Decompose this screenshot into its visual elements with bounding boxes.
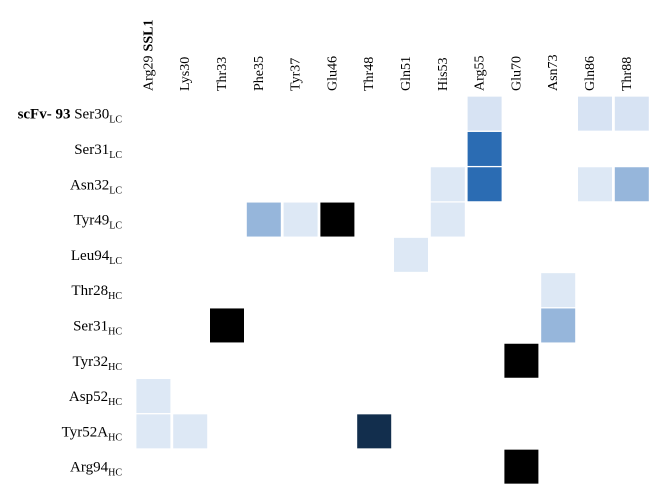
- heatmap-cell: [210, 308, 244, 343]
- heatmap-cell: [578, 167, 612, 202]
- column-label: Arg55: [473, 55, 488, 91]
- row-labels: scFv- 93 Ser30LC Ser31LC Asn32LC Tyr49LC Leu…: [18, 107, 123, 479]
- heatmap-cell: [541, 273, 576, 308]
- column-label: Gln51: [399, 56, 414, 91]
- column-label: Thr88: [620, 57, 635, 91]
- heatmap-cell: [578, 96, 612, 131]
- heatmap-cell: [357, 414, 392, 449]
- heatmap-cell: [320, 202, 355, 237]
- column-label: Glu46: [325, 56, 340, 91]
- column-label: Thr33: [215, 57, 230, 91]
- row-label: Leu94LC: [71, 248, 122, 267]
- column-label: Tyr37: [289, 58, 304, 91]
- column-label: Gln86: [583, 56, 598, 91]
- heatmap-cell: [430, 167, 465, 202]
- column-label: Thr48: [362, 57, 377, 91]
- column-label: His53: [436, 58, 451, 91]
- heatmap-cell: [541, 308, 576, 343]
- heatmap-cell: [467, 167, 502, 202]
- heatmap-cell: [136, 414, 171, 449]
- heatmap-cell: [467, 96, 502, 131]
- row-label: Tyr52AHC: [62, 424, 123, 443]
- heatmap-cell: [173, 414, 208, 449]
- column-label: Lys30: [178, 57, 193, 91]
- heatmap-cell: [283, 202, 318, 237]
- heatmap-cell: [504, 343, 539, 378]
- row-label: Arg94HC: [70, 460, 122, 479]
- heatmap-cell: [504, 449, 539, 484]
- heatmap-cell: [136, 379, 171, 414]
- row-label: Ser31LC: [74, 142, 122, 161]
- heatmap-cell: [614, 96, 649, 131]
- row-label: scFv- 93 Ser30LC: [18, 107, 123, 126]
- row-label: Ser31HC: [73, 318, 122, 337]
- column-group-label: SSL1: [141, 20, 156, 52]
- column-label: Arg29SSL1: [141, 20, 156, 91]
- heatmap-cell: [246, 202, 281, 237]
- row-label: Tyr49LC: [74, 213, 123, 232]
- row-label: Asp52HC: [69, 389, 122, 408]
- column-labels: Arg29SSL1 Lys30 Thr33 Phe35 Tyr37 Glu46 Thr48 G…: [141, 20, 634, 91]
- heatmap-cell: [614, 167, 649, 202]
- heatmap-cell: [430, 202, 465, 237]
- heatmap-cells: [136, 96, 649, 484]
- row-label: Asn32LC: [70, 177, 122, 196]
- heatmap-cell: [467, 131, 502, 166]
- column-label: Asn73: [546, 54, 561, 91]
- row-label: Tyr32HC: [72, 354, 122, 373]
- heatmap-cell: [394, 237, 428, 272]
- column-label: Glu70: [509, 56, 524, 91]
- row-group-label: scFv- 93: [18, 107, 75, 123]
- row-label: Thr28HC: [71, 283, 122, 302]
- column-label: Phe35: [252, 56, 267, 91]
